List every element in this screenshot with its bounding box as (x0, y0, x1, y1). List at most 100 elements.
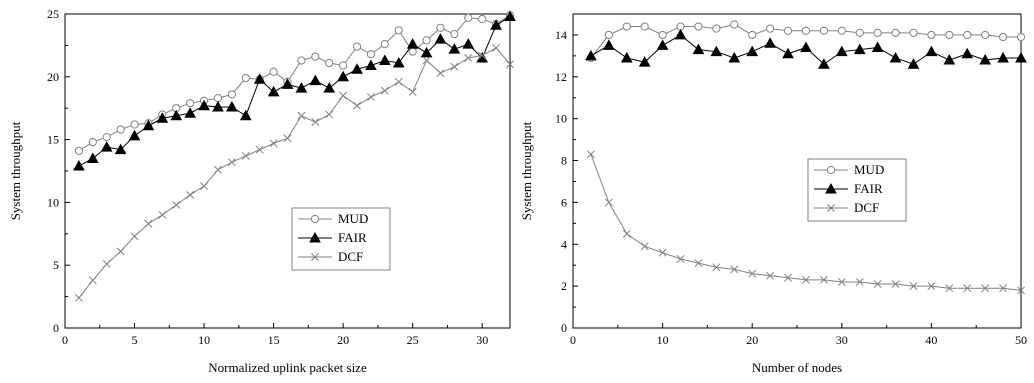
data-point-fair (782, 47, 794, 59)
data-point-fair (281, 78, 294, 89)
data-point-mud (269, 67, 278, 76)
data-point-fair (86, 152, 99, 163)
data-point-mud (241, 73, 250, 83)
data-point-mud (801, 26, 811, 35)
data-point-dcf (311, 118, 320, 126)
legend-box (807, 158, 907, 222)
data-point-mud (339, 61, 348, 70)
series-mud (74, 11, 515, 156)
data-point-mud (436, 23, 445, 32)
legend-label: FAIR (338, 230, 367, 245)
data-point-dcf (712, 263, 721, 272)
legend-label: MUD (338, 211, 368, 226)
data-point-mud (855, 28, 864, 37)
data-point-fair (73, 159, 85, 171)
data-point-mud (102, 132, 111, 142)
data-point-fair (620, 51, 633, 63)
data-point-dcf (694, 259, 703, 268)
data-point-dcf (927, 282, 936, 291)
data-point-dcf (766, 271, 775, 280)
series-line-mud (78, 14, 511, 152)
data-point-fair (434, 33, 447, 44)
data-point-dcf (283, 134, 292, 143)
data-point-mud (819, 26, 828, 35)
data-point-dcf (999, 284, 1008, 293)
data-point-mud (408, 47, 417, 56)
data-point-fair (170, 109, 183, 121)
data-point-mud (394, 26, 403, 35)
data-point-dcf (144, 219, 153, 228)
data-point-mud (227, 90, 236, 99)
legend-item-fair: FAIR (814, 181, 883, 196)
x-tick-label: 10 (657, 333, 669, 347)
data-point-fair (365, 59, 377, 70)
data-point-dcf (325, 110, 334, 119)
data-point-dcf (241, 151, 250, 160)
legend-marker-dcf (311, 253, 319, 261)
data-point-dcf (172, 200, 181, 209)
legend-marker-dcf (827, 204, 835, 212)
y-axis-label: System throughput (519, 121, 534, 220)
data-point-dcf (478, 51, 487, 60)
y-tick-label: 6 (561, 195, 567, 209)
data-point-dcf (819, 275, 828, 284)
data-point-fair (585, 49, 597, 61)
y-tick-label: 8 (561, 154, 567, 168)
legend-item-mud: MUD (814, 162, 884, 177)
data-point-fair (114, 143, 127, 155)
data-point-dcf (963, 284, 972, 293)
data-point-fair (198, 99, 210, 111)
data-point-mud (694, 22, 703, 31)
legend-item-dcf: DCF (814, 200, 879, 215)
data-point-dcf (676, 254, 685, 263)
legend-marker-fair (825, 182, 837, 194)
data-point-fair (835, 45, 848, 57)
x-tick-label: 10 (198, 333, 210, 347)
data-point-dcf (891, 280, 900, 288)
x-tick-label: 20 (337, 333, 349, 347)
data-point-fair (943, 54, 956, 65)
data-point-mud (981, 30, 990, 40)
data-point-fair (420, 46, 433, 58)
y-tick-label: 12 (555, 70, 567, 84)
data-point-dcf (945, 284, 954, 293)
x-tick-label: 30 (836, 333, 848, 347)
data-point-mud (464, 13, 473, 22)
data-point-fair (448, 43, 461, 54)
x-tick-label: 40 (925, 333, 937, 347)
data-point-dcf (802, 275, 810, 284)
data-point-mud (422, 36, 431, 45)
data-point-mud (640, 22, 649, 31)
data-point-dcf (873, 280, 882, 288)
data-point-fair (337, 70, 349, 82)
legend-item-mud: MUD (298, 211, 368, 226)
data-point-mud (604, 30, 613, 40)
data-point-mud (622, 22, 631, 31)
data-point-mud (837, 26, 846, 35)
y-tick-label: 10 (47, 195, 59, 209)
data-point-mud (352, 42, 362, 51)
y-tick-label: 20 (47, 70, 59, 84)
data-point-fair (979, 54, 992, 65)
data-point-fair (490, 19, 502, 30)
plot-frame (64, 13, 511, 329)
data-point-dcf (158, 211, 167, 219)
series-fair (585, 28, 1027, 69)
data-point-fair (184, 107, 197, 118)
data-point-mud (297, 56, 306, 65)
data-point-dcf (394, 77, 403, 86)
data-point-fair (656, 39, 669, 50)
x-tick-label: 50 (1015, 333, 1027, 347)
series-mud (586, 20, 1026, 63)
data-point-mud (712, 24, 721, 33)
series-dcf (74, 43, 514, 302)
data-point-mud (380, 40, 389, 49)
data-point-mud (730, 20, 739, 29)
data-point-fair (746, 45, 759, 57)
legend-label: FAIR (854, 181, 883, 196)
data-point-fair (100, 141, 113, 152)
data-point-dcf (116, 247, 125, 256)
y-axis-label: System throughput (8, 121, 23, 220)
data-point-mud (130, 120, 139, 129)
data-point-fair (309, 74, 322, 86)
